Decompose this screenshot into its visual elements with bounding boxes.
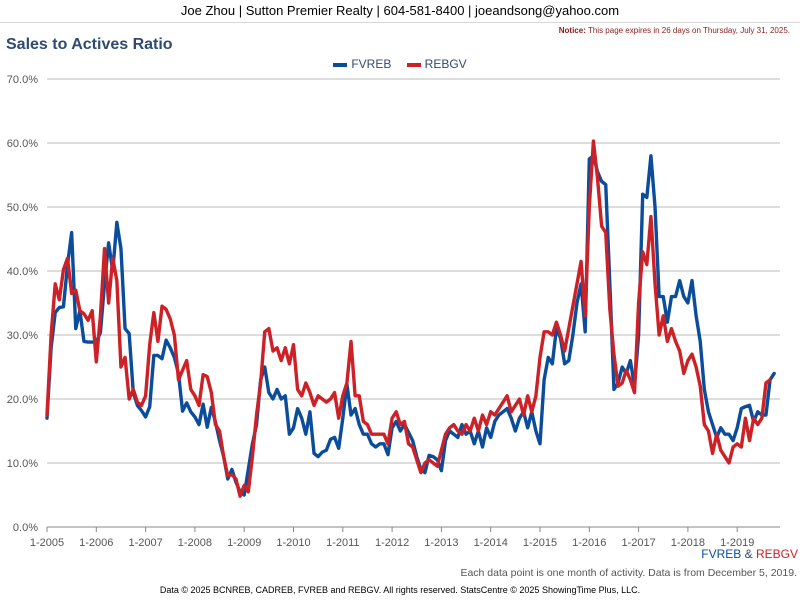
y-tick-label: 60.0% [7, 138, 38, 150]
x-tick-label: 1-2013 [424, 537, 458, 549]
x-tick-label: 1-2017 [621, 537, 655, 549]
y-tick-label: 70.0% [7, 74, 38, 86]
legend-label-rebgv: REBGV [424, 57, 467, 71]
notice-text: This page expires in 26 days on Thursday… [585, 26, 790, 35]
legend-item-rebgv: REBGV [406, 57, 467, 71]
legend-label-fvreb: FVREB [351, 57, 392, 71]
x-tick-label: 1-2007 [128, 537, 162, 549]
x-tick-label: 1-2014 [474, 537, 508, 549]
x-tick-label: 1-2010 [276, 537, 310, 549]
expiry-notice: Notice: This page expires in 26 days on … [559, 26, 790, 35]
chart-legend: FVREB REBGV [0, 57, 800, 71]
x-tick-label: 1-2008 [178, 537, 212, 549]
y-tick-label: 40.0% [7, 266, 38, 278]
legend-swatch-rebgv [406, 62, 421, 67]
copyright-footer: Data © 2025 BCNREB, CADREB, FVREB and RE… [159, 585, 641, 595]
x-tick-label: 1-2009 [227, 537, 261, 549]
caption-sep: & [741, 547, 756, 561]
x-tick-label: 1-2018 [671, 537, 705, 549]
x-tick-label: 1-2011 [326, 537, 359, 549]
chart-title: Sales to Actives Ratio [6, 36, 173, 53]
x-tick-label: 1-2015 [523, 537, 557, 549]
caption-rebgv: REBGV [755, 547, 798, 561]
x-tick-label: 1-2019 [720, 537, 754, 549]
notice-label: Notice: [558, 26, 586, 35]
caption-fvreb: FVREB [701, 547, 742, 561]
series-line-fvreb [45, 154, 776, 497]
x-tick-label: 1-2012 [375, 537, 409, 549]
legend-item-fvreb: FVREB [333, 57, 391, 71]
x-tick-label: 1-2016 [572, 537, 606, 549]
series-line-rebgv [45, 139, 772, 498]
bottom-caption-legend: FVREB & REBGV [701, 547, 798, 561]
y-tick-label: 0.0% [13, 522, 38, 534]
y-tick-label: 20.0% [7, 394, 38, 406]
y-tick-label: 10.0% [7, 458, 38, 470]
data-note: Each data point is one month of activity… [460, 567, 797, 579]
contact-header: Joe Zhou | Sutton Premier Realty | 604-5… [0, 0, 800, 23]
y-tick-label: 30.0% [7, 330, 38, 342]
contact-text: Joe Zhou | Sutton Premier Realty | 604-5… [180, 3, 620, 18]
legend-swatch-fvreb [333, 62, 348, 67]
x-tick-label: 1-2006 [79, 537, 113, 549]
x-tick-label: 1-2005 [30, 537, 64, 549]
y-tick-label: 50.0% [7, 202, 38, 214]
